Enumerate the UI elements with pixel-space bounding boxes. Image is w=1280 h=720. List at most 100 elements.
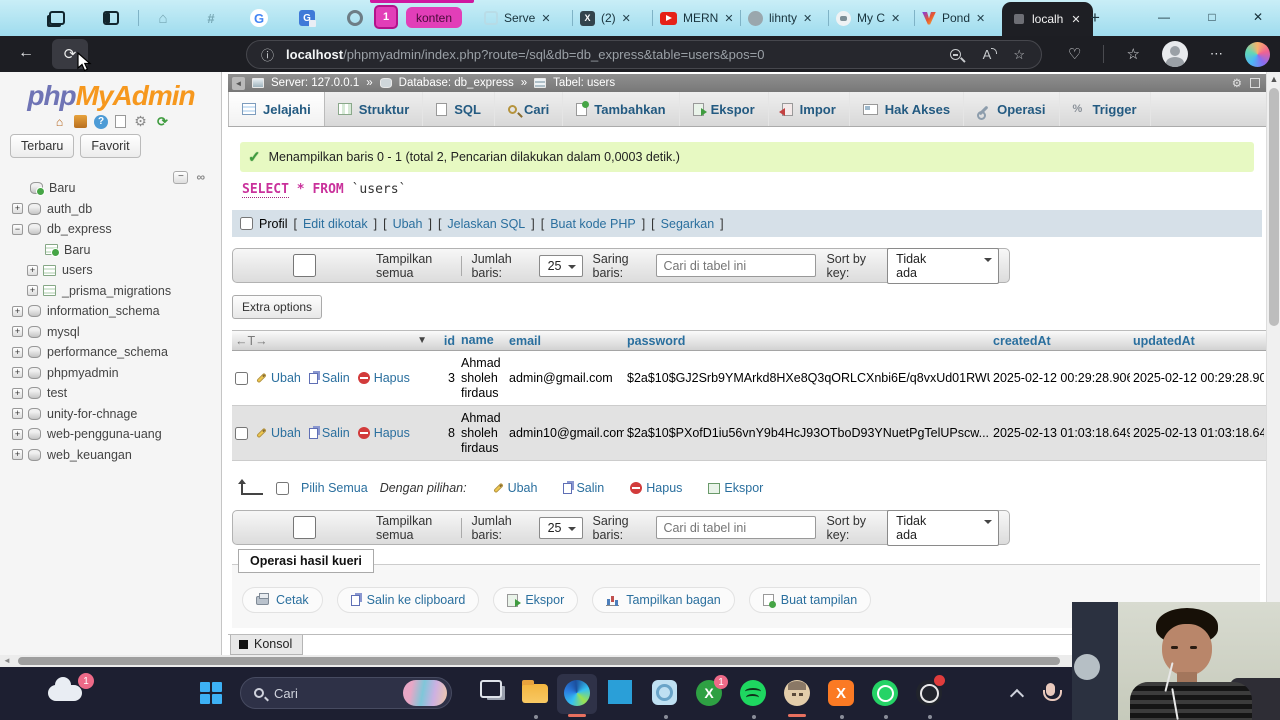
column-header-createdAt[interactable]: createdAt bbox=[993, 333, 1051, 348]
tab-browse[interactable]: Jelajahi bbox=[228, 92, 325, 126]
tab-structure[interactable]: Struktur bbox=[325, 92, 424, 126]
create-view-button[interactable]: Buat tampilan bbox=[748, 587, 872, 613]
tree-item-unity-for-chnage[interactable]: + unity-for-chnage bbox=[0, 404, 222, 425]
start-button[interactable] bbox=[200, 682, 222, 704]
expand-icon[interactable]: + bbox=[27, 285, 38, 297]
profile-avatar[interactable] bbox=[1161, 41, 1188, 67]
expand-icon[interactable]: + bbox=[12, 428, 23, 440]
weather-widget-icon[interactable] bbox=[48, 677, 82, 701]
phpmyadmin-logo[interactable]: phpMyAdmin bbox=[27, 80, 195, 111]
pinned-home-icon[interactable]: ⌂ bbox=[158, 9, 168, 27]
scrollbar-thumb[interactable] bbox=[18, 657, 1060, 665]
tab-localhost-active[interactable]: localh ✕ bbox=[1002, 2, 1093, 36]
browser-essentials-icon[interactable]: ♡ bbox=[1068, 46, 1082, 63]
tree-item-phpmyadmin[interactable]: + phpmyadmin bbox=[0, 363, 222, 384]
expand-icon[interactable]: + bbox=[12, 387, 23, 399]
tree-item-users[interactable]: + users bbox=[0, 260, 222, 281]
expand-icon[interactable]: + bbox=[12, 305, 23, 317]
close-tab-icon[interactable]: ✕ bbox=[1071, 13, 1081, 26]
help-icon[interactable]: ? bbox=[94, 114, 108, 129]
tree-item-web-keuangan[interactable]: + web_keuangan bbox=[0, 445, 222, 466]
num-rows-select[interactable]: 25 bbox=[538, 516, 583, 539]
tree-item-web-pengguna-uang[interactable]: + web-pengguna-uang bbox=[0, 424, 222, 445]
close-tab-icon[interactable]: ✕ bbox=[621, 12, 631, 25]
extra-options-button[interactable]: Extra options bbox=[232, 295, 323, 319]
expand-icon[interactable]: + bbox=[12, 408, 23, 420]
site-info-icon[interactable]: ⓘ bbox=[261, 48, 275, 63]
search-highlight-image[interactable] bbox=[403, 680, 447, 706]
close-tab-icon[interactable]: ✕ bbox=[803, 12, 813, 25]
create-php-code-link[interactable]: Buat kode PHP bbox=[550, 216, 636, 231]
num-rows-select[interactable]: 25 bbox=[538, 254, 583, 277]
edit-selected-link[interactable]: Ubah bbox=[492, 481, 537, 495]
tree-item-mysql[interactable]: + mysql bbox=[0, 322, 222, 343]
tree-item-test[interactable]: + test bbox=[0, 383, 222, 404]
sort-by-key-select[interactable]: Tidak ada bbox=[887, 247, 999, 284]
photos-app-icon[interactable] bbox=[652, 680, 679, 707]
vertical-scrollbar[interactable]: ▲ bbox=[1266, 72, 1280, 655]
show-all-checkbox[interactable] bbox=[243, 254, 366, 277]
character-app-icon[interactable] bbox=[784, 680, 811, 707]
settings-gear-icon[interactable]: ⚙ bbox=[134, 113, 147, 129]
tree-item-auth-db[interactable]: + auth_db bbox=[0, 199, 222, 220]
export-selected-link[interactable]: Ekspor bbox=[708, 481, 763, 495]
copy-selected-link[interactable]: Salin bbox=[563, 481, 604, 495]
close-tab-icon[interactable]: ✕ bbox=[541, 12, 551, 25]
read-aloud-icon[interactable]: A bbox=[982, 47, 997, 62]
tab-import[interactable]: Impor bbox=[769, 92, 850, 126]
pinned-translate-icon[interactable]: G bbox=[296, 7, 318, 29]
edit-row-link[interactable]: Ubah bbox=[256, 426, 301, 440]
task-view-icon[interactable] bbox=[480, 680, 507, 707]
print-button[interactable]: Cetak bbox=[242, 587, 323, 613]
expand-page-icon[interactable] bbox=[1250, 78, 1260, 88]
expand-icon[interactable]: + bbox=[12, 203, 23, 215]
delete-row-link[interactable]: Hapus bbox=[357, 371, 410, 385]
tree-item-db-express[interactable]: − db_express bbox=[0, 219, 222, 240]
collapse-icon[interactable]: − bbox=[12, 223, 23, 235]
check-all-checkbox[interactable] bbox=[276, 481, 289, 495]
collapse-nav-icon[interactable]: ◄ bbox=[232, 76, 245, 90]
tab-my-c[interactable]: My C ✕ bbox=[836, 6, 900, 30]
page-settings-gear-icon[interactable]: ⚙ bbox=[1231, 78, 1242, 90]
sort-by-key-select[interactable]: Tidak ada bbox=[887, 509, 999, 546]
sort-dropdown-icon[interactable]: ▼ bbox=[417, 335, 427, 346]
close-window-button[interactable]: ✕ bbox=[1252, 10, 1264, 24]
tab-insert[interactable]: Tambahkan bbox=[563, 92, 680, 126]
profiling-checkbox[interactable] bbox=[240, 217, 253, 230]
file-explorer-icon[interactable] bbox=[522, 680, 549, 707]
copy-to-clipboard-button[interactable]: Salin ke clipboard bbox=[336, 587, 480, 613]
recent-tables-button[interactable]: Terbaru bbox=[10, 134, 75, 158]
back-button[interactable]: ← bbox=[18, 44, 34, 61]
refresh-button[interactable]: ⟳ bbox=[52, 39, 88, 69]
filter-rows-input[interactable] bbox=[656, 516, 817, 539]
tab-server[interactable]: Serve ✕ bbox=[484, 6, 551, 30]
edit-inline-link[interactable]: Edit dikotak bbox=[302, 216, 368, 231]
reload-nav-icon[interactable]: ⟳ bbox=[157, 113, 168, 129]
expand-icon[interactable]: + bbox=[12, 346, 23, 358]
row-checkbox[interactable] bbox=[235, 426, 248, 440]
tab-export[interactable]: Ekspor bbox=[680, 92, 769, 126]
new-tab-button[interactable]: + bbox=[1090, 8, 1100, 27]
delete-selected-link[interactable]: Hapus bbox=[630, 481, 682, 495]
tab-youtube[interactable]: MERN ✕ bbox=[660, 6, 734, 30]
breadcrumb-table[interactable]: Tabel: users bbox=[553, 77, 616, 89]
export-button[interactable]: Ekspor bbox=[493, 587, 579, 613]
scroll-up-icon[interactable]: ▲ bbox=[1269, 74, 1279, 84]
expand-icon[interactable]: + bbox=[12, 326, 23, 338]
link-with-main-icon[interactable]: ∞ bbox=[196, 170, 205, 184]
zoom-out-icon[interactable] bbox=[949, 49, 961, 60]
tree-item-prisma-migrations[interactable]: + _prisma_migrations bbox=[0, 281, 222, 302]
delete-row-link[interactable]: Hapus bbox=[357, 426, 410, 440]
scrollbar-thumb[interactable] bbox=[1269, 88, 1279, 326]
filter-rows-input[interactable] bbox=[656, 254, 817, 277]
column-header-password[interactable]: password bbox=[627, 333, 686, 348]
expand-icon[interactable]: + bbox=[12, 367, 23, 379]
copilot-icon[interactable] bbox=[1244, 41, 1270, 67]
favorite-star-icon[interactable]: ☆ bbox=[1013, 46, 1025, 62]
home-icon[interactable]: ⌂ bbox=[55, 114, 64, 129]
breadcrumb-server[interactable]: Server: 127.0.0.1 bbox=[271, 77, 360, 89]
expand-icon[interactable]: + bbox=[27, 264, 38, 276]
tab-group-label[interactable]: konten bbox=[406, 7, 463, 28]
split-screen-icon[interactable] bbox=[100, 7, 122, 29]
copy-row-link[interactable]: Salin bbox=[308, 371, 350, 385]
